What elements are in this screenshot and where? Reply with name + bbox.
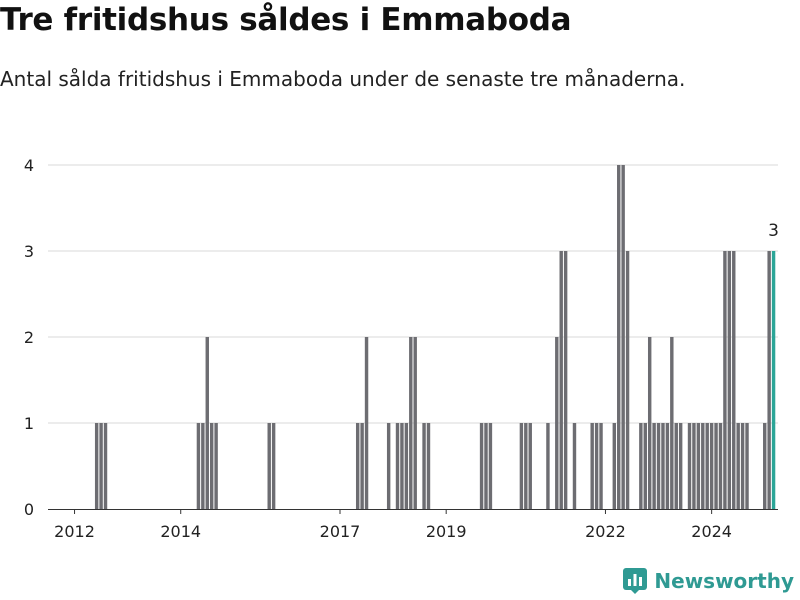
bar bbox=[484, 423, 488, 509]
brand-name: Newsworthy bbox=[654, 569, 794, 593]
bar bbox=[617, 165, 621, 509]
bar bbox=[519, 423, 524, 509]
bar bbox=[386, 423, 391, 509]
bar bbox=[639, 423, 643, 509]
bar bbox=[692, 423, 696, 509]
bar bbox=[732, 251, 736, 509]
bar bbox=[625, 251, 630, 509]
x-tick-label: 2022 bbox=[585, 522, 626, 541]
bar bbox=[647, 337, 652, 509]
bar bbox=[395, 423, 400, 509]
bar bbox=[555, 337, 559, 509]
bar bbox=[360, 423, 364, 509]
y-tick-label: 4 bbox=[24, 156, 34, 175]
x-tick-label: 2012 bbox=[54, 522, 95, 541]
bar bbox=[546, 423, 550, 509]
x-tick-label: 2017 bbox=[320, 522, 361, 541]
bar bbox=[488, 423, 493, 509]
bar bbox=[723, 251, 727, 509]
bar bbox=[709, 423, 714, 509]
bar bbox=[621, 165, 625, 509]
brand-logo: Newsworthy bbox=[622, 567, 794, 595]
bar bbox=[678, 423, 683, 509]
bar bbox=[479, 423, 484, 509]
bar bbox=[656, 423, 661, 509]
bar bbox=[701, 423, 705, 509]
bar bbox=[201, 423, 205, 509]
chart-title: Tre fritidshus såldes i Emmaboda bbox=[0, 2, 572, 38]
y-tick-label: 2 bbox=[24, 328, 34, 347]
bar bbox=[271, 423, 276, 509]
bar bbox=[214, 423, 218, 509]
newsworthy-logo-icon bbox=[623, 568, 648, 594]
bar-value-label: 3 bbox=[768, 221, 779, 241]
bar bbox=[612, 423, 617, 509]
bar bbox=[196, 423, 201, 509]
x-tick-label: 2024 bbox=[691, 522, 732, 541]
bar bbox=[670, 337, 674, 509]
bar bbox=[661, 423, 665, 509]
y-tick-label: 3 bbox=[24, 242, 34, 261]
bar bbox=[409, 337, 413, 509]
bar bbox=[572, 423, 577, 509]
bar bbox=[528, 423, 532, 509]
bar bbox=[267, 423, 271, 509]
bar-highlight bbox=[771, 251, 776, 509]
y-tick-label: 0 bbox=[24, 500, 34, 519]
bar bbox=[599, 423, 603, 509]
bar bbox=[674, 423, 678, 509]
bar bbox=[563, 251, 568, 509]
x-tick-label: 2019 bbox=[426, 522, 467, 541]
bar bbox=[705, 423, 709, 509]
bar bbox=[745, 423, 749, 509]
bar bbox=[103, 423, 108, 509]
bar bbox=[524, 423, 528, 509]
bar bbox=[643, 423, 647, 509]
bar bbox=[590, 423, 594, 509]
bar bbox=[736, 423, 740, 509]
chart-subtitle: Antal sålda fritidshus i Emmaboda under … bbox=[0, 67, 686, 91]
bar bbox=[426, 423, 431, 509]
bar bbox=[364, 337, 369, 509]
bar bbox=[209, 423, 214, 509]
bar bbox=[205, 337, 209, 509]
bar bbox=[400, 423, 404, 509]
bar bbox=[355, 423, 360, 509]
bar bbox=[404, 423, 409, 509]
bar bbox=[696, 423, 701, 509]
bar bbox=[422, 423, 426, 509]
bar bbox=[687, 423, 692, 509]
bar bbox=[718, 423, 723, 509]
y-tick-label: 1 bbox=[24, 414, 34, 433]
bar bbox=[714, 423, 718, 509]
bar bbox=[99, 423, 103, 509]
bar bbox=[665, 423, 670, 509]
bar bbox=[767, 251, 771, 509]
bar bbox=[763, 423, 767, 509]
bar bbox=[652, 423, 656, 509]
bar bbox=[594, 423, 599, 509]
bar bbox=[727, 251, 732, 509]
bar bbox=[559, 251, 563, 509]
x-tick-label: 2014 bbox=[160, 522, 201, 541]
bar bbox=[94, 423, 99, 509]
bar bbox=[413, 337, 417, 509]
bar bbox=[740, 423, 745, 509]
